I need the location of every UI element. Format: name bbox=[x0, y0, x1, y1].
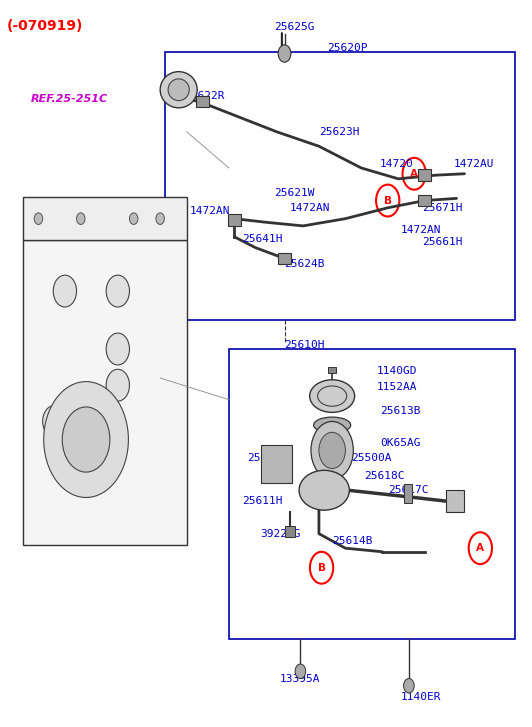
Circle shape bbox=[53, 275, 77, 307]
Text: 25614B: 25614B bbox=[332, 536, 372, 546]
Bar bbox=[165, 52, 515, 320]
Circle shape bbox=[62, 407, 110, 472]
Bar bbox=[196, 95, 209, 107]
Circle shape bbox=[404, 678, 414, 693]
Text: 39220G: 39220G bbox=[261, 529, 301, 539]
Text: 25613B: 25613B bbox=[380, 406, 420, 416]
Text: 1472AU: 1472AU bbox=[454, 159, 494, 169]
Circle shape bbox=[129, 213, 138, 225]
Text: 0K65AG: 0K65AG bbox=[380, 438, 420, 448]
Text: 25611H: 25611H bbox=[242, 496, 282, 506]
Text: REF.25-251C: REF.25-251C bbox=[30, 95, 107, 104]
Text: 25641H: 25641H bbox=[242, 234, 282, 244]
Bar bbox=[404, 484, 412, 502]
Text: 25610H: 25610H bbox=[285, 340, 325, 350]
Text: 25623H: 25623H bbox=[319, 126, 360, 137]
Text: B: B bbox=[318, 563, 326, 573]
Text: 25620P: 25620P bbox=[327, 44, 368, 54]
Text: 25618C: 25618C bbox=[364, 471, 404, 481]
Text: 1140ER: 1140ER bbox=[401, 691, 442, 702]
Circle shape bbox=[311, 422, 353, 479]
Bar bbox=[22, 241, 187, 545]
Text: 25500A: 25500A bbox=[351, 453, 391, 462]
Text: 25625G: 25625G bbox=[274, 22, 314, 32]
Text: 1152AA: 1152AA bbox=[377, 382, 418, 392]
Text: B: B bbox=[384, 196, 392, 206]
Text: 25622R: 25622R bbox=[184, 91, 225, 100]
Circle shape bbox=[106, 275, 129, 307]
Ellipse shape bbox=[310, 379, 355, 412]
Circle shape bbox=[278, 45, 291, 63]
Bar bbox=[261, 446, 293, 483]
Bar bbox=[229, 349, 515, 639]
Circle shape bbox=[43, 406, 66, 438]
Text: 25621W: 25621W bbox=[274, 188, 314, 198]
Circle shape bbox=[319, 433, 345, 468]
Bar bbox=[418, 169, 431, 181]
Text: 25661H: 25661H bbox=[422, 237, 463, 247]
Circle shape bbox=[34, 213, 43, 225]
Text: 14720: 14720 bbox=[380, 159, 413, 169]
Circle shape bbox=[80, 435, 103, 466]
Text: A: A bbox=[476, 543, 484, 553]
Bar bbox=[418, 195, 431, 206]
Bar bbox=[22, 197, 187, 241]
Text: (-070919): (-070919) bbox=[7, 20, 83, 33]
Circle shape bbox=[156, 213, 164, 225]
Ellipse shape bbox=[299, 470, 350, 510]
Text: A: A bbox=[410, 169, 418, 179]
Circle shape bbox=[295, 664, 306, 678]
Text: 25615G: 25615G bbox=[247, 453, 288, 462]
Ellipse shape bbox=[160, 72, 197, 108]
Text: 1472AN: 1472AN bbox=[401, 225, 442, 235]
Text: 25624B: 25624B bbox=[285, 259, 325, 268]
Ellipse shape bbox=[314, 417, 351, 433]
Bar bbox=[446, 490, 464, 512]
Text: 25671H: 25671H bbox=[422, 203, 463, 213]
Bar bbox=[328, 367, 336, 373]
Bar bbox=[285, 526, 295, 537]
Ellipse shape bbox=[168, 79, 189, 100]
Bar bbox=[278, 253, 291, 265]
Text: 25617C: 25617C bbox=[388, 485, 428, 495]
Text: 1472AN: 1472AN bbox=[189, 206, 230, 217]
Circle shape bbox=[106, 333, 129, 365]
Text: 1472AN: 1472AN bbox=[290, 203, 330, 213]
Text: 13395A: 13395A bbox=[279, 673, 320, 683]
Circle shape bbox=[44, 382, 128, 497]
Text: 1140GD: 1140GD bbox=[377, 366, 418, 376]
Bar bbox=[228, 214, 240, 226]
Circle shape bbox=[106, 369, 129, 401]
Circle shape bbox=[77, 213, 85, 225]
